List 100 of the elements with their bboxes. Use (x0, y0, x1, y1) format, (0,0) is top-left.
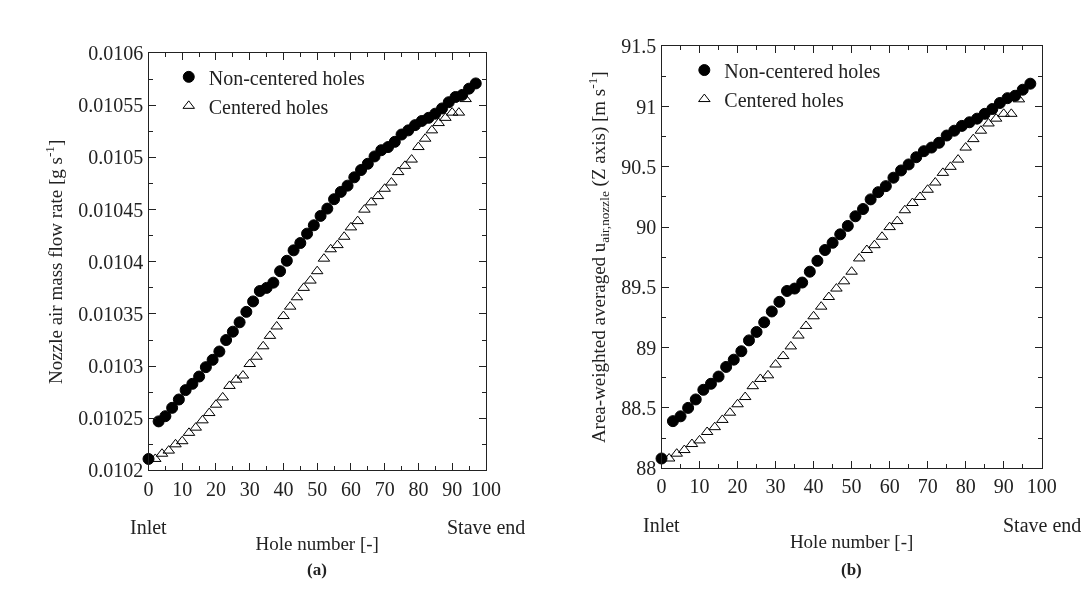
point (682, 401, 695, 414)
x-tick-label: 80 (408, 477, 429, 500)
point (256, 340, 270, 350)
x-tick-label: 40 (803, 475, 824, 498)
point (819, 244, 832, 257)
x-tick-label: 20 (205, 477, 226, 500)
point (735, 345, 748, 358)
point (277, 310, 290, 320)
y-tick-label: 0.0102 (88, 459, 144, 482)
point (704, 377, 717, 390)
point (233, 316, 246, 329)
point (388, 135, 401, 148)
point (169, 438, 182, 448)
point (788, 282, 801, 295)
point (243, 358, 256, 368)
point (712, 370, 725, 383)
text: Stave end (447, 516, 526, 538)
point (773, 295, 786, 308)
point (758, 316, 771, 329)
y-tick-label: 91 (636, 95, 657, 118)
point (331, 239, 344, 249)
point (220, 334, 233, 347)
point (314, 209, 327, 222)
point (898, 204, 912, 214)
point (391, 166, 405, 176)
point (432, 117, 445, 127)
point (361, 157, 374, 170)
y-tick-label: 88 (636, 457, 657, 480)
x-axis-title: Hole number [-] (789, 531, 914, 553)
point (301, 227, 314, 240)
text: Inlet (130, 516, 168, 538)
point (328, 193, 341, 206)
point (887, 171, 900, 184)
point (280, 254, 293, 267)
x-tick-label: 60 (879, 475, 900, 498)
point (216, 391, 229, 401)
point (822, 291, 836, 301)
point (206, 353, 219, 366)
point (708, 421, 722, 431)
text: (a) (307, 560, 327, 579)
x-tick-label: 100 (1026, 475, 1057, 498)
x-tick-label: 60 (340, 477, 361, 500)
y-tick-label: 0.01035 (78, 302, 144, 325)
y-tick-label: 89 (636, 336, 657, 359)
point (270, 320, 283, 330)
text: Stave end (1003, 514, 1082, 536)
point (872, 186, 885, 199)
point (986, 103, 999, 116)
point (425, 124, 439, 134)
point (910, 151, 923, 164)
x-tick-label: 70 (917, 475, 938, 498)
point (796, 276, 809, 289)
y-tick-label: 90 (636, 216, 657, 239)
point (240, 305, 253, 318)
y-tick-label: 0.01055 (78, 94, 144, 117)
point (344, 221, 358, 231)
point (868, 239, 881, 249)
text: Inlet (643, 514, 681, 536)
legend-label: Non-centered holes (724, 59, 881, 82)
point (678, 444, 691, 454)
point (290, 291, 304, 301)
point (247, 295, 260, 308)
point (967, 133, 980, 143)
x-tick-label: 50 (841, 475, 862, 498)
x-axis-title: Hole number [-] (255, 533, 379, 555)
point (274, 265, 287, 278)
point (837, 275, 851, 285)
point (213, 345, 226, 358)
x-tick-label: 0 (143, 477, 154, 500)
y-tick-label: 90.5 (621, 155, 657, 178)
point (348, 171, 361, 184)
point (765, 305, 778, 318)
point (811, 254, 824, 267)
legend-label: Centered holes (208, 95, 329, 118)
text: (b) (841, 560, 862, 579)
y-tick-label: 0.01045 (78, 198, 144, 221)
point (879, 180, 892, 193)
point (674, 410, 687, 423)
point (307, 219, 320, 232)
y-tick-label: 0.01025 (78, 407, 144, 430)
point (159, 410, 172, 423)
y-tick-label: 0.0105 (88, 146, 144, 169)
point (750, 325, 763, 338)
point (776, 350, 790, 360)
point (351, 215, 364, 225)
point (852, 252, 866, 262)
point (324, 243, 337, 253)
point (166, 401, 179, 414)
point (738, 391, 752, 401)
point (784, 340, 798, 350)
x-tick-label: 30 (239, 477, 260, 500)
point (689, 393, 702, 406)
point (742, 334, 755, 347)
point (186, 377, 199, 390)
point (727, 353, 740, 366)
point (803, 265, 816, 278)
legend-label: Centered holes (724, 88, 844, 111)
x-tick-label: 0 (656, 475, 667, 498)
point (693, 434, 706, 444)
x-tick-label: 80 (955, 475, 976, 498)
